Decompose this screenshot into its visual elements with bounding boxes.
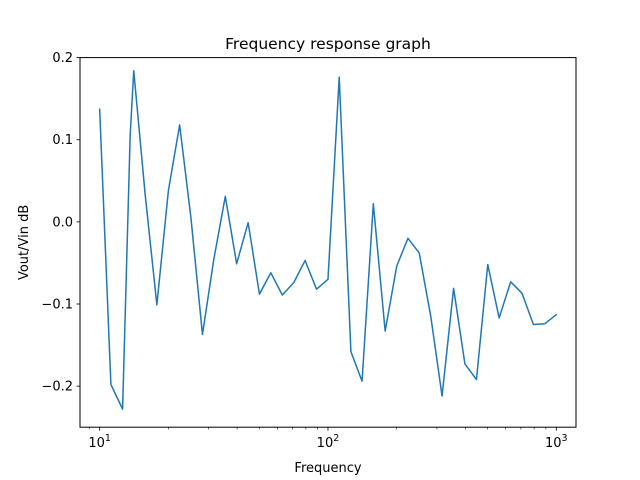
y-tick-label: 0.0 — [52, 215, 73, 230]
y-tick-label: 0.1 — [52, 133, 73, 148]
x-tick-base: 10 — [545, 436, 562, 451]
x-tick-base: 10 — [317, 436, 334, 451]
x-tick-exponent: 3 — [562, 433, 568, 444]
series-line — [98, 69, 558, 410]
y-tick-label: −0.2 — [41, 380, 73, 395]
y-tick-label: 0.2 — [52, 51, 73, 66]
axes-frame — [79, 57, 577, 428]
x-axis-label: Frequency — [294, 461, 361, 476]
x-tick-label: 103 — [545, 433, 568, 451]
chart-title: Frequency response graph — [225, 35, 431, 53]
x-tick-exponent: 1 — [105, 433, 111, 444]
x-tick-exponent: 2 — [333, 433, 339, 444]
x-tick-label: 102 — [317, 433, 340, 451]
plot-layer — [98, 69, 558, 410]
y-axis-label: Vout/Vin dB — [17, 205, 32, 280]
x-tick-base: 10 — [88, 436, 105, 451]
y-tick-label: −0.1 — [41, 298, 73, 313]
x-tick-label: 101 — [88, 433, 111, 451]
